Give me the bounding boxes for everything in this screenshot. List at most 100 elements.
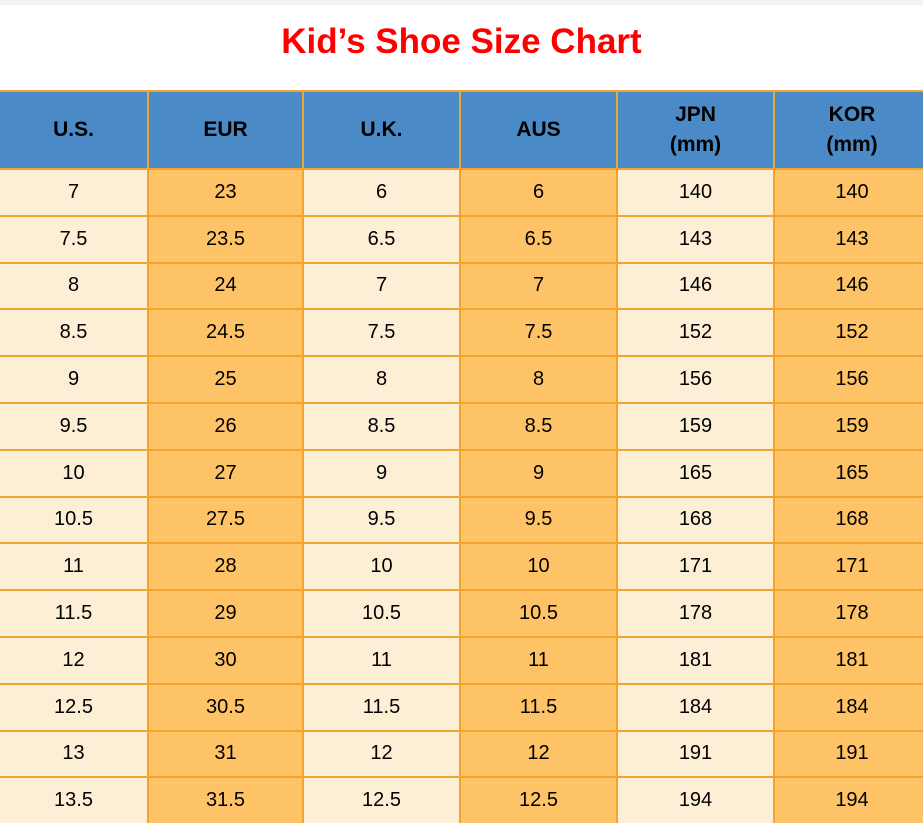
cell-eur: 25 — [147, 355, 304, 404]
cell-us: 11.5 — [0, 589, 149, 638]
cell-uk: 7 — [302, 261, 461, 311]
cell-jpn: 171 — [616, 542, 775, 592]
column-header-unit: (mm) — [669, 133, 722, 156]
cell-eur: 29 — [147, 589, 304, 638]
cell-jpn: 143 — [616, 214, 775, 264]
cell-eur: 27 — [147, 448, 304, 498]
cell-us: 9 — [0, 355, 149, 404]
column-header-uk: U.K. — [302, 90, 461, 170]
cell-eur: 26 — [147, 401, 304, 451]
cell-jpn: 194 — [616, 776, 775, 824]
cell-eur: 24 — [147, 261, 304, 311]
cell-eur: 31.5 — [147, 776, 304, 824]
top-strip — [0, 0, 923, 5]
cell-uk: 11.5 — [302, 682, 461, 732]
cell-aus: 10 — [459, 542, 618, 592]
header-row: U.S. EUR U.K. AUS JPN (mm) KOR (mm) — [0, 90, 923, 170]
cell-jpn: 140 — [616, 168, 775, 217]
cell-aus: 11 — [459, 635, 618, 685]
table-row: 10.5 27.5 9.5 9.5 168 168 — [0, 495, 923, 545]
cell-kor: 165 — [773, 448, 923, 498]
cell-us: 8.5 — [0, 308, 149, 358]
cell-eur: 24.5 — [147, 308, 304, 358]
cell-us: 10 — [0, 448, 149, 498]
column-header-us: U.S. — [0, 90, 149, 170]
cell-kor: 171 — [773, 542, 923, 592]
column-header-label: U.K. — [360, 117, 403, 141]
cell-us: 11 — [0, 542, 149, 592]
column-header-label: KOR — [828, 102, 876, 126]
cell-kor: 146 — [773, 261, 923, 311]
size-chart-table: U.S. EUR U.K. AUS JPN (mm) KOR (mm) 7 23 6 6 140 140… — [0, 90, 923, 824]
cell-kor: 191 — [773, 729, 923, 779]
cell-us: 13.5 — [0, 776, 149, 824]
cell-aus: 6 — [459, 168, 618, 217]
cell-uk: 6.5 — [302, 214, 461, 264]
cell-uk: 7.5 — [302, 308, 461, 358]
cell-kor: 159 — [773, 401, 923, 451]
cell-eur: 31 — [147, 729, 304, 779]
column-header-label: AUS — [516, 117, 561, 141]
cell-kor: 194 — [773, 776, 923, 824]
column-header-aus: AUS — [459, 90, 618, 170]
cell-kor: 156 — [773, 355, 923, 404]
cell-kor: 181 — [773, 635, 923, 685]
column-header-label: JPN — [675, 102, 716, 126]
cell-jpn: 159 — [616, 401, 775, 451]
column-header-kor: KOR (mm) — [773, 90, 923, 170]
table-row: 12 30 11 11 181 181 — [0, 635, 923, 685]
cell-kor: 143 — [773, 214, 923, 264]
size-table-header: U.S. EUR U.K. AUS JPN (mm) KOR (mm) — [0, 90, 923, 170]
cell-aus: 8 — [459, 355, 618, 404]
cell-us: 8 — [0, 261, 149, 311]
cell-uk: 11 — [302, 635, 461, 685]
table-row: 13.5 31.5 12.5 12.5 194 194 — [0, 776, 923, 824]
table-row: 9 25 8 8 156 156 — [0, 355, 923, 404]
column-header-label: U.S. — [53, 117, 94, 141]
cell-eur: 23.5 — [147, 214, 304, 264]
column-header-label: EUR — [203, 117, 248, 141]
cell-kor: 178 — [773, 589, 923, 638]
cell-jpn: 184 — [616, 682, 775, 732]
cell-uk: 6 — [302, 168, 461, 217]
cell-aus: 12 — [459, 729, 618, 779]
cell-kor: 140 — [773, 168, 923, 217]
cell-aus: 6.5 — [459, 214, 618, 264]
cell-aus: 7 — [459, 261, 618, 311]
cell-kor: 184 — [773, 682, 923, 732]
cell-jpn: 168 — [616, 495, 775, 545]
size-table-body: 7 23 6 6 140 140 7.5 23.5 6.5 6.5 143 143 8 24 7 7 146 14… — [0, 168, 923, 824]
cell-jpn: 152 — [616, 308, 775, 358]
cell-us: 12 — [0, 635, 149, 685]
cell-aus: 8.5 — [459, 401, 618, 451]
table-row: 8 24 7 7 146 146 — [0, 261, 923, 311]
cell-eur: 23 — [147, 168, 304, 217]
cell-aus: 9.5 — [459, 495, 618, 545]
cell-aus: 7.5 — [459, 308, 618, 358]
table-row: 7 23 6 6 140 140 — [0, 168, 923, 217]
page-title: Kid’s Shoe Size Chart — [281, 22, 642, 61]
cell-uk: 12 — [302, 729, 461, 779]
cell-eur: 28 — [147, 542, 304, 592]
cell-us: 9.5 — [0, 401, 149, 451]
column-header-eur: EUR — [147, 90, 304, 170]
cell-us: 10.5 — [0, 495, 149, 545]
cell-jpn: 191 — [616, 729, 775, 779]
cell-uk: 10.5 — [302, 589, 461, 638]
table-row: 12.5 30.5 11.5 11.5 184 184 — [0, 682, 923, 732]
cell-us: 7 — [0, 168, 149, 217]
cell-aus: 10.5 — [459, 589, 618, 638]
cell-jpn: 165 — [616, 448, 775, 498]
cell-uk: 10 — [302, 542, 461, 592]
cell-us: 12.5 — [0, 682, 149, 732]
table-row: 11.5 29 10.5 10.5 178 178 — [0, 589, 923, 638]
cell-jpn: 178 — [616, 589, 775, 638]
cell-eur: 30 — [147, 635, 304, 685]
table-row: 9.5 26 8.5 8.5 159 159 — [0, 401, 923, 451]
cell-eur: 27.5 — [147, 495, 304, 545]
cell-uk: 12.5 — [302, 776, 461, 824]
cell-us: 13 — [0, 729, 149, 779]
table-row: 7.5 23.5 6.5 6.5 143 143 — [0, 214, 923, 264]
cell-jpn: 146 — [616, 261, 775, 311]
